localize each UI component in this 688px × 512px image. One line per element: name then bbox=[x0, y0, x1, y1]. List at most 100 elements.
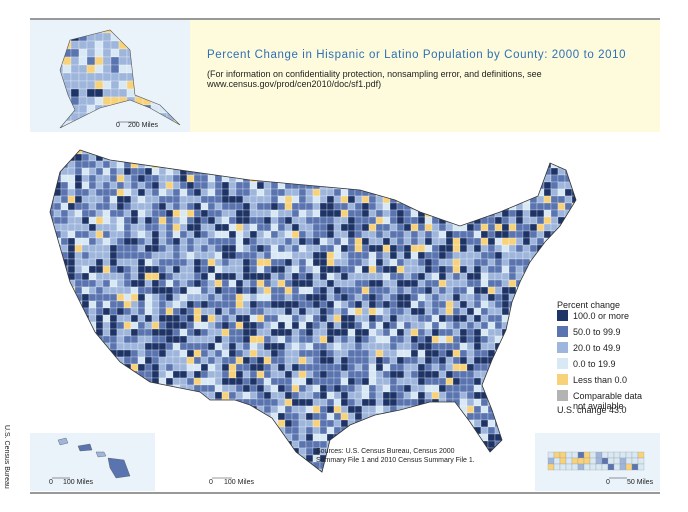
county bbox=[109, 237, 118, 246]
county bbox=[207, 321, 216, 330]
county bbox=[305, 412, 314, 421]
county bbox=[340, 307, 349, 316]
county bbox=[466, 447, 475, 456]
county bbox=[102, 314, 111, 323]
county bbox=[263, 461, 272, 470]
county bbox=[368, 293, 377, 302]
county bbox=[459, 209, 468, 218]
county bbox=[480, 181, 489, 190]
county bbox=[242, 286, 251, 295]
county bbox=[200, 244, 209, 253]
county bbox=[564, 335, 573, 344]
county bbox=[396, 468, 405, 472]
county bbox=[522, 314, 531, 323]
county bbox=[466, 160, 475, 169]
county bbox=[368, 328, 377, 337]
county bbox=[389, 412, 398, 421]
county bbox=[466, 307, 475, 316]
county bbox=[263, 440, 272, 449]
county bbox=[473, 167, 482, 176]
county bbox=[515, 398, 524, 407]
county bbox=[235, 468, 244, 472]
county bbox=[396, 244, 405, 253]
county bbox=[291, 293, 300, 302]
county bbox=[207, 384, 216, 393]
county bbox=[494, 279, 503, 288]
county bbox=[207, 468, 216, 472]
county bbox=[544, 140, 551, 147]
county bbox=[403, 391, 412, 400]
county bbox=[543, 209, 552, 218]
county bbox=[522, 342, 531, 351]
county bbox=[172, 293, 181, 302]
county bbox=[221, 251, 230, 260]
county bbox=[410, 307, 419, 316]
county bbox=[543, 216, 552, 225]
county bbox=[270, 391, 279, 400]
county bbox=[368, 237, 377, 246]
county bbox=[102, 230, 111, 239]
county bbox=[501, 426, 510, 435]
county bbox=[431, 433, 440, 442]
county bbox=[417, 258, 426, 267]
county bbox=[424, 265, 433, 274]
county bbox=[348, 140, 355, 147]
county bbox=[480, 335, 489, 344]
county bbox=[74, 349, 83, 358]
county bbox=[382, 188, 391, 197]
county bbox=[116, 202, 125, 211]
county bbox=[207, 272, 216, 281]
county bbox=[361, 293, 370, 302]
county bbox=[214, 216, 223, 225]
county bbox=[221, 307, 230, 316]
county bbox=[221, 195, 230, 204]
county bbox=[536, 216, 545, 225]
county bbox=[130, 202, 139, 211]
county bbox=[403, 412, 412, 421]
county bbox=[179, 160, 188, 169]
county bbox=[130, 237, 139, 246]
county bbox=[445, 167, 454, 176]
county bbox=[529, 426, 538, 435]
county bbox=[501, 216, 510, 225]
county bbox=[130, 265, 139, 274]
county bbox=[214, 419, 223, 428]
county bbox=[67, 279, 76, 288]
county bbox=[60, 272, 69, 281]
county bbox=[137, 209, 146, 218]
county bbox=[151, 223, 160, 232]
county bbox=[116, 181, 125, 190]
county bbox=[67, 150, 76, 155]
county bbox=[186, 468, 195, 472]
county bbox=[284, 405, 293, 414]
county bbox=[459, 272, 468, 281]
county bbox=[347, 307, 356, 316]
county bbox=[256, 440, 265, 449]
county bbox=[382, 216, 391, 225]
county bbox=[151, 363, 160, 372]
county bbox=[494, 216, 503, 225]
county bbox=[172, 188, 181, 197]
county bbox=[207, 293, 216, 302]
county bbox=[396, 433, 405, 442]
county bbox=[396, 335, 405, 344]
county bbox=[172, 412, 181, 421]
county bbox=[95, 307, 104, 316]
county bbox=[319, 307, 328, 316]
county bbox=[277, 174, 286, 183]
county bbox=[480, 279, 489, 288]
county bbox=[88, 265, 97, 274]
county bbox=[319, 398, 328, 407]
county bbox=[340, 251, 349, 260]
county bbox=[144, 412, 153, 421]
county bbox=[403, 160, 412, 169]
county bbox=[319, 370, 328, 379]
county bbox=[340, 335, 349, 344]
county bbox=[445, 363, 454, 372]
county bbox=[270, 468, 279, 472]
county bbox=[95, 237, 104, 246]
county bbox=[200, 181, 209, 190]
county bbox=[460, 476, 467, 483]
county bbox=[50, 321, 55, 330]
county bbox=[333, 251, 342, 260]
